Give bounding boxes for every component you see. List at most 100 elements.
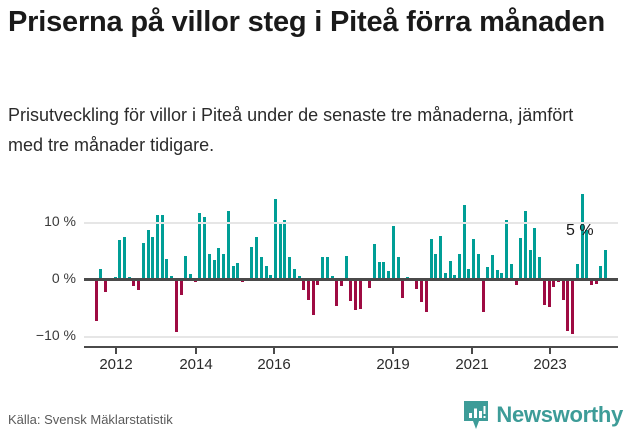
bar	[123, 237, 127, 279]
bar	[132, 279, 136, 286]
bar	[255, 237, 259, 279]
bar	[222, 253, 226, 279]
bar	[509, 264, 513, 279]
plot-area	[84, 193, 618, 346]
bar	[368, 279, 372, 289]
bar	[99, 268, 103, 279]
x-axis-tick-label: 2019	[376, 356, 410, 373]
bar	[594, 279, 598, 284]
x-axis-tick-label: 2014	[179, 356, 213, 373]
bar	[226, 210, 230, 279]
bar	[212, 259, 216, 279]
bar	[354, 279, 358, 310]
bar	[325, 257, 329, 279]
bar	[448, 261, 452, 279]
bar	[340, 279, 344, 286]
bar	[585, 230, 589, 279]
bar	[490, 254, 494, 279]
bar	[330, 276, 334, 279]
bar	[599, 265, 603, 279]
bar	[453, 274, 457, 279]
bar	[561, 279, 565, 300]
logo-wordmark: Newsworthy	[496, 402, 623, 427]
bar	[542, 279, 546, 306]
bar	[462, 204, 466, 279]
page-subtitle: Prisutveckling för villor i Piteå under …	[8, 105, 574, 155]
bar	[571, 279, 575, 334]
bar	[156, 214, 160, 279]
bar	[165, 258, 169, 279]
x-axis-tick	[471, 348, 473, 354]
bar	[160, 214, 164, 279]
bar	[297, 275, 301, 279]
bar	[373, 243, 377, 279]
bar	[604, 250, 608, 279]
bar	[552, 279, 556, 287]
bar	[349, 279, 353, 301]
bar	[170, 275, 174, 279]
bar	[519, 238, 523, 279]
bar	[590, 279, 594, 286]
bar	[401, 279, 405, 298]
x-axis-tick-label: 2021	[455, 356, 489, 373]
y-axis-tick-label: −10 %	[35, 327, 76, 344]
y-axis-tick-label: 10 %	[44, 212, 76, 229]
x-axis-tick-label: 2012	[99, 356, 133, 373]
gridline	[84, 336, 618, 339]
bar	[575, 263, 579, 279]
x-axis-tick	[549, 348, 551, 354]
bar	[118, 239, 122, 279]
gridline	[84, 221, 618, 224]
bar	[429, 238, 433, 279]
bar	[137, 279, 141, 290]
bar	[500, 273, 504, 279]
bar	[141, 242, 145, 279]
bar	[486, 266, 490, 279]
y-axis-labels: 10 % 0 % −10 %	[0, 196, 76, 346]
bar	[358, 279, 362, 309]
bar	[335, 279, 339, 307]
bar	[236, 262, 240, 279]
x-axis-tick-label: 2023	[533, 356, 567, 373]
bar	[443, 272, 447, 279]
bar	[306, 279, 310, 301]
x-axis-tick	[273, 348, 275, 354]
bar	[538, 256, 542, 279]
bar	[424, 279, 428, 312]
bar	[174, 279, 178, 333]
bar	[292, 268, 296, 279]
bar	[273, 199, 277, 279]
bar	[523, 210, 527, 279]
x-axis-tick	[115, 348, 117, 354]
bar-chart: 10 % 0 % −10 % 2012 2014 2016 2019 2021 2023	[0, 193, 631, 373]
bar	[495, 269, 499, 279]
bar	[580, 193, 584, 279]
bar	[377, 261, 381, 279]
bar	[467, 268, 471, 279]
bar	[505, 220, 509, 279]
x-axis-line	[84, 346, 618, 348]
bar	[566, 279, 570, 332]
bar	[382, 262, 386, 279]
bar	[311, 279, 315, 316]
source-note: Källa: Svensk Mäklarstatistik	[8, 412, 173, 427]
bar	[321, 257, 325, 279]
bar	[387, 270, 391, 279]
bar	[415, 279, 419, 289]
bar	[179, 279, 183, 296]
bar	[472, 238, 476, 279]
bar	[514, 279, 518, 285]
bar	[344, 256, 348, 279]
bar	[316, 279, 320, 285]
bar	[189, 273, 193, 279]
bar	[533, 227, 537, 279]
bar	[406, 276, 410, 279]
bar	[391, 225, 395, 279]
newsworthy-logo: Newsworthy	[463, 400, 623, 430]
bar	[203, 217, 207, 279]
bar	[434, 254, 438, 279]
bar	[264, 266, 268, 279]
bar	[231, 266, 235, 279]
x-axis-tick-label: 2016	[257, 356, 291, 373]
